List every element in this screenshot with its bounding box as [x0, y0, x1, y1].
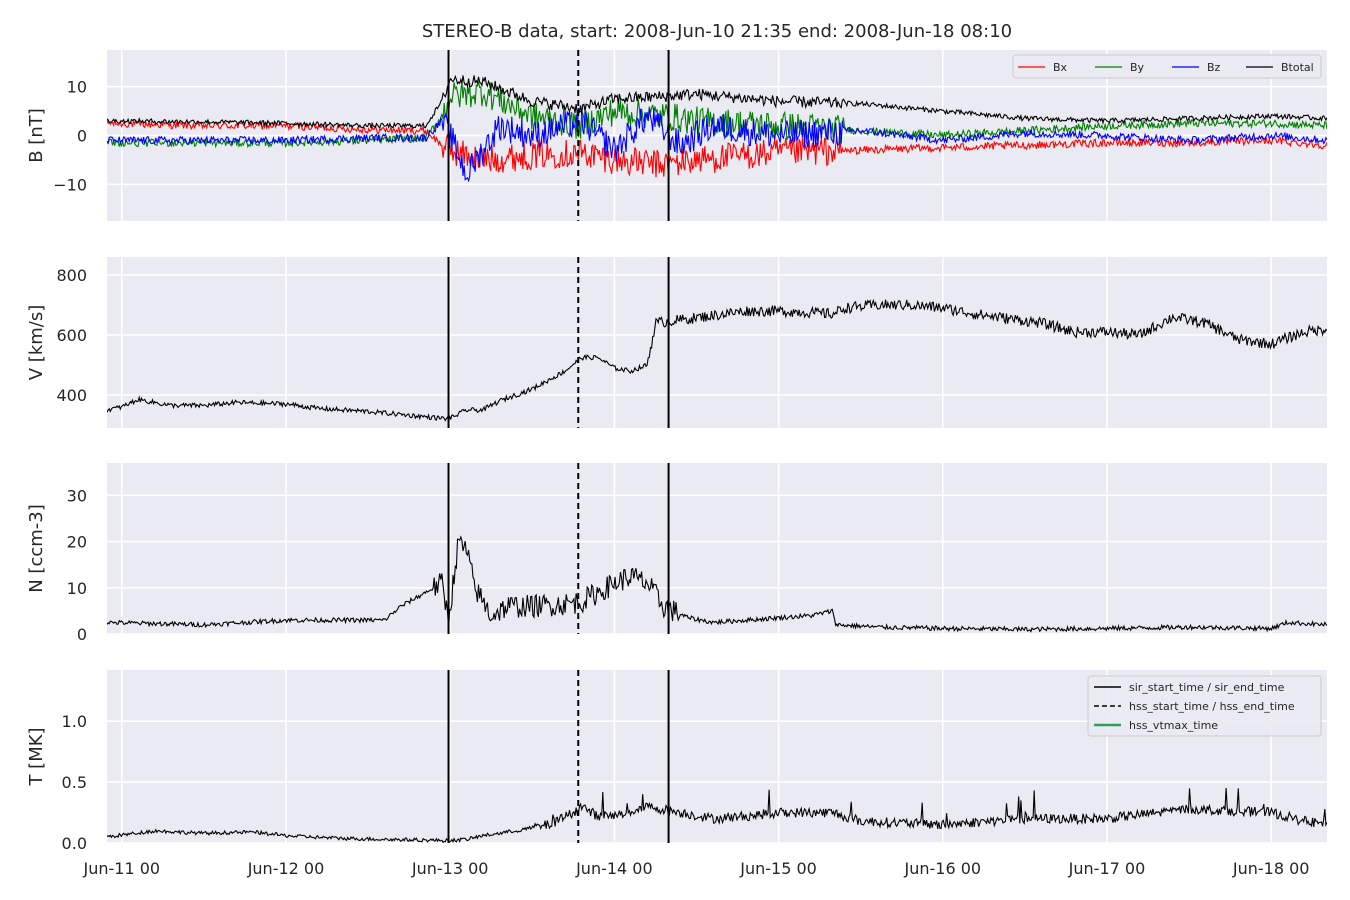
legend-label: Btotal — [1281, 61, 1314, 74]
y-tick-label: 10 — [67, 78, 87, 97]
legend-label: By — [1130, 61, 1145, 74]
series-bx — [107, 119, 1327, 178]
y-tick-label: 400 — [56, 386, 87, 405]
legend-label: Bx — [1053, 61, 1068, 74]
series-bz — [107, 107, 1327, 183]
y-tick-label: 1.0 — [62, 712, 87, 731]
y-tick-label: −10 — [53, 175, 87, 194]
series-group — [107, 535, 1327, 633]
series-n — [107, 535, 1327, 633]
panel-2: 400 600 800 V [km/s] — [26, 257, 1327, 428]
plot-background — [107, 463, 1327, 634]
series-group — [107, 74, 1327, 183]
series-t — [107, 787, 1327, 843]
y-tick-label: 0 — [77, 127, 87, 146]
x-tick-label: Jun-16 00 — [903, 859, 981, 878]
x-tick-label: Jun-14 00 — [575, 859, 653, 878]
x-tick-label: Jun-17 00 — [1068, 859, 1146, 878]
legend-box — [1012, 54, 1322, 79]
x-tick-label: Jun-13 00 — [411, 859, 489, 878]
y-tick-label: 20 — [67, 533, 87, 552]
plot-background — [107, 257, 1327, 428]
x-tick-label: Jun-15 00 — [739, 859, 817, 878]
panel-4: 0.0 0.5 1.0 T [MK] sir_start_time / sir_end_… — [26, 670, 1327, 853]
series-v — [107, 298, 1327, 424]
y-tick-label: 30 — [67, 486, 87, 505]
legend-label: Bz — [1207, 61, 1221, 74]
series-group — [107, 787, 1327, 843]
y-tick-label: 800 — [56, 266, 87, 285]
y-tick-label: 600 — [56, 326, 87, 345]
y-tick-label: 10 — [67, 579, 87, 598]
chart-title: STEREO-B data, start: 2008-Jun-10 21:35 … — [422, 21, 1012, 42]
legend-label: sir_start_time / sir_end_time — [1129, 681, 1285, 694]
legend-b: Bx By Bz Btotal — [1012, 54, 1322, 79]
legend-label: hss_start_time / hss_end_time — [1129, 700, 1295, 713]
y-axis-label: B [nT] — [26, 108, 47, 163]
y-axis-label: T [MK] — [26, 727, 47, 786]
legend-label: hss_vtmax_time — [1129, 719, 1218, 732]
panel-1: −10 0 10 B [nT] Bx By Bz Btotal — [26, 50, 1327, 221]
y-tick-label: 0.0 — [62, 834, 87, 853]
y-tick-label: 0.5 — [62, 773, 87, 792]
series-by — [107, 80, 1327, 149]
x-tick-label: Jun-11 00 — [82, 859, 160, 878]
panel-3: 0 10 20 30 N [ccm-3] — [26, 463, 1327, 644]
y-axis-label: V [km/s] — [26, 305, 47, 380]
x-tick-label: Jun-12 00 — [247, 859, 325, 878]
series-btotal — [107, 74, 1327, 129]
y-axis-label: N [ccm-3] — [26, 504, 47, 593]
series-group — [107, 298, 1327, 424]
legend-t: sir_start_time / sir_end_time hss_start_t… — [1087, 675, 1322, 737]
legend-box — [1087, 675, 1322, 737]
y-tick-label: 0 — [77, 625, 87, 644]
x-tick-label: Jun-18 00 — [1232, 859, 1310, 878]
